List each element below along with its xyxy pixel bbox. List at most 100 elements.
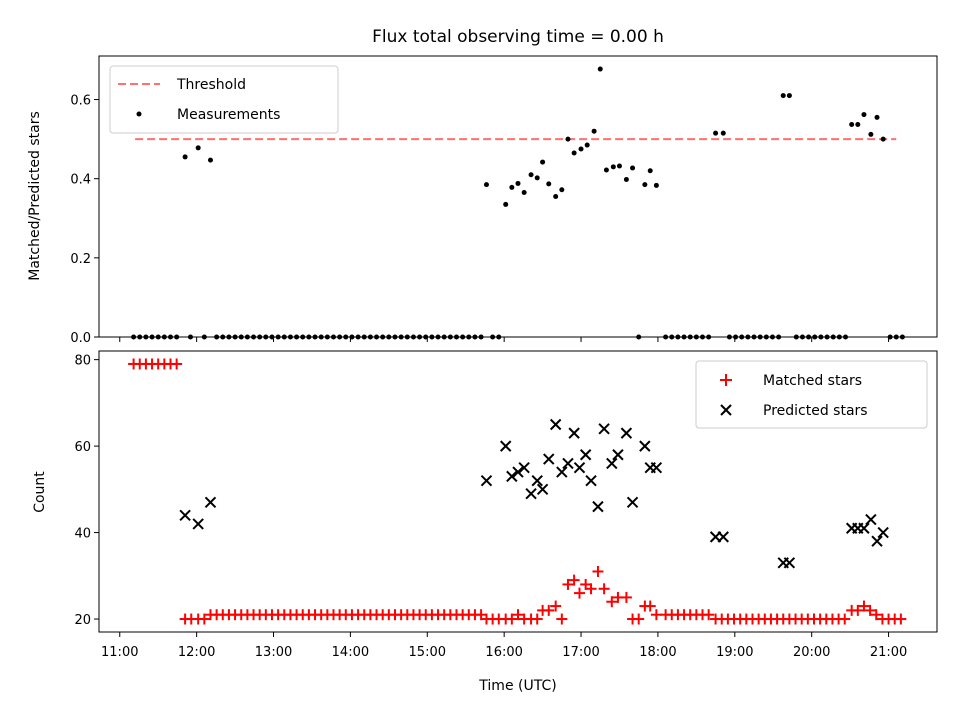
measurement-point bbox=[757, 334, 763, 340]
measurement-point bbox=[131, 334, 137, 340]
legend-matched-swatch bbox=[720, 374, 732, 386]
measurement-point bbox=[490, 334, 496, 340]
measurement-point bbox=[720, 130, 726, 136]
measurement-point bbox=[496, 334, 502, 340]
measurement-point bbox=[324, 334, 330, 340]
measurement-point bbox=[143, 334, 149, 340]
measurement-point bbox=[824, 334, 830, 340]
predicted-star-point bbox=[568, 427, 580, 439]
measurement-point bbox=[404, 334, 410, 340]
measurement-point bbox=[786, 93, 792, 99]
measurement-point bbox=[361, 334, 367, 340]
measurement-point bbox=[398, 334, 404, 340]
measurement-point bbox=[257, 334, 263, 340]
measurement-point bbox=[509, 184, 515, 190]
measurement-point bbox=[380, 334, 386, 340]
bottom-y-ticks: 20 40 60 80 bbox=[74, 354, 99, 628]
bottom-legend-box bbox=[695, 360, 928, 429]
measurement-point bbox=[355, 334, 361, 340]
matched-star-point bbox=[512, 609, 524, 621]
measurement-point bbox=[636, 334, 642, 340]
legend-measurement-label: Measurements bbox=[177, 107, 280, 123]
measurement-point bbox=[540, 159, 546, 165]
measurement-point bbox=[893, 334, 899, 340]
measurement-point bbox=[521, 190, 527, 196]
predicted-star-point bbox=[612, 449, 624, 461]
predicted-star-point bbox=[573, 462, 586, 474]
predicted-star-point bbox=[585, 474, 597, 487]
predicted-star-point bbox=[536, 483, 549, 496]
measurement-point bbox=[610, 164, 616, 170]
measurement-point bbox=[693, 334, 699, 340]
top-legend: Threshold Measurements bbox=[109, 65, 339, 134]
measurement-point bbox=[417, 334, 423, 340]
measurement-point bbox=[584, 142, 590, 148]
predicted-star-point bbox=[877, 526, 889, 539]
measurement-point bbox=[374, 334, 380, 340]
measurement-point bbox=[874, 114, 880, 120]
measurement-point bbox=[281, 334, 287, 340]
x-axis-label: Time (UTC) bbox=[478, 678, 556, 694]
measurement-point bbox=[868, 131, 874, 137]
measurement-point bbox=[528, 172, 534, 178]
x-tick-label: 17:00 bbox=[562, 645, 599, 660]
x-tick-label: 13:00 bbox=[255, 645, 292, 660]
measurement-point bbox=[571, 150, 577, 156]
measurement-point bbox=[275, 334, 281, 340]
measurement-point bbox=[812, 334, 818, 340]
predicted-star-point bbox=[871, 535, 883, 547]
predicted-star-point bbox=[598, 423, 610, 435]
measurement-point bbox=[855, 121, 861, 127]
measurement-point bbox=[713, 130, 719, 136]
top-y-axis-label: Matched/Predicted stars bbox=[27, 111, 43, 281]
measurement-point bbox=[214, 334, 220, 340]
measurement-point bbox=[251, 334, 257, 340]
legend-predicted-label: Predicted stars bbox=[763, 403, 868, 419]
top-y-tick-label: 0.6 bbox=[70, 94, 91, 109]
matched-star-point bbox=[585, 583, 597, 595]
measurement-point bbox=[880, 136, 886, 142]
matched-star-point bbox=[606, 596, 618, 608]
predicted-star-point bbox=[865, 513, 877, 526]
legend-threshold-label: Threshold bbox=[176, 77, 246, 93]
predicted-star-point bbox=[499, 440, 512, 452]
legend-measurement-swatch bbox=[136, 111, 142, 117]
bottom-y-tick-label: 80 bbox=[74, 354, 91, 369]
matched-star-point bbox=[171, 358, 183, 370]
measurement-point bbox=[745, 334, 751, 340]
matched-star-point bbox=[703, 609, 715, 621]
measurement-point bbox=[623, 176, 629, 182]
bottom-y-tick-label: 60 bbox=[74, 440, 91, 455]
measurement-point bbox=[392, 334, 398, 340]
measurement-point bbox=[669, 334, 675, 340]
measurement-point bbox=[483, 182, 489, 188]
measurement-point bbox=[460, 334, 466, 340]
matched-star-point bbox=[592, 565, 604, 577]
x-tick-label: 11:00 bbox=[101, 645, 138, 660]
measurement-point bbox=[226, 334, 232, 340]
matched-star-point bbox=[870, 609, 882, 621]
predicted-star-point bbox=[783, 557, 796, 569]
measurement-point bbox=[776, 334, 782, 340]
predicted-star-point bbox=[606, 457, 618, 470]
measurement-point bbox=[330, 334, 336, 340]
predicted-star-point bbox=[592, 500, 604, 513]
chart-title: Flux total observing time = 0.00 h bbox=[372, 27, 664, 47]
predicted-star-point bbox=[192, 518, 204, 530]
measurement-point bbox=[306, 334, 312, 340]
matched-star-point bbox=[574, 587, 586, 599]
measurement-point bbox=[447, 334, 453, 340]
measurement-point bbox=[818, 334, 824, 340]
measurement-point bbox=[780, 93, 786, 99]
predicted-star-point bbox=[525, 487, 537, 500]
measurement-point bbox=[161, 334, 167, 340]
bottom-x-ticks: 11:00 12:00 13:00 14:00 15:00 16:00 17:00 18:00… bbox=[101, 632, 907, 660]
measurement-point bbox=[287, 334, 293, 340]
x-tick-label: 12:00 bbox=[178, 645, 215, 660]
measurement-point bbox=[201, 334, 207, 340]
measurement-point bbox=[653, 182, 659, 188]
measurement-point bbox=[454, 334, 459, 340]
x-tick-label: 21:00 bbox=[870, 645, 907, 660]
measurement-point bbox=[630, 165, 636, 171]
matched-star-point bbox=[633, 613, 645, 625]
